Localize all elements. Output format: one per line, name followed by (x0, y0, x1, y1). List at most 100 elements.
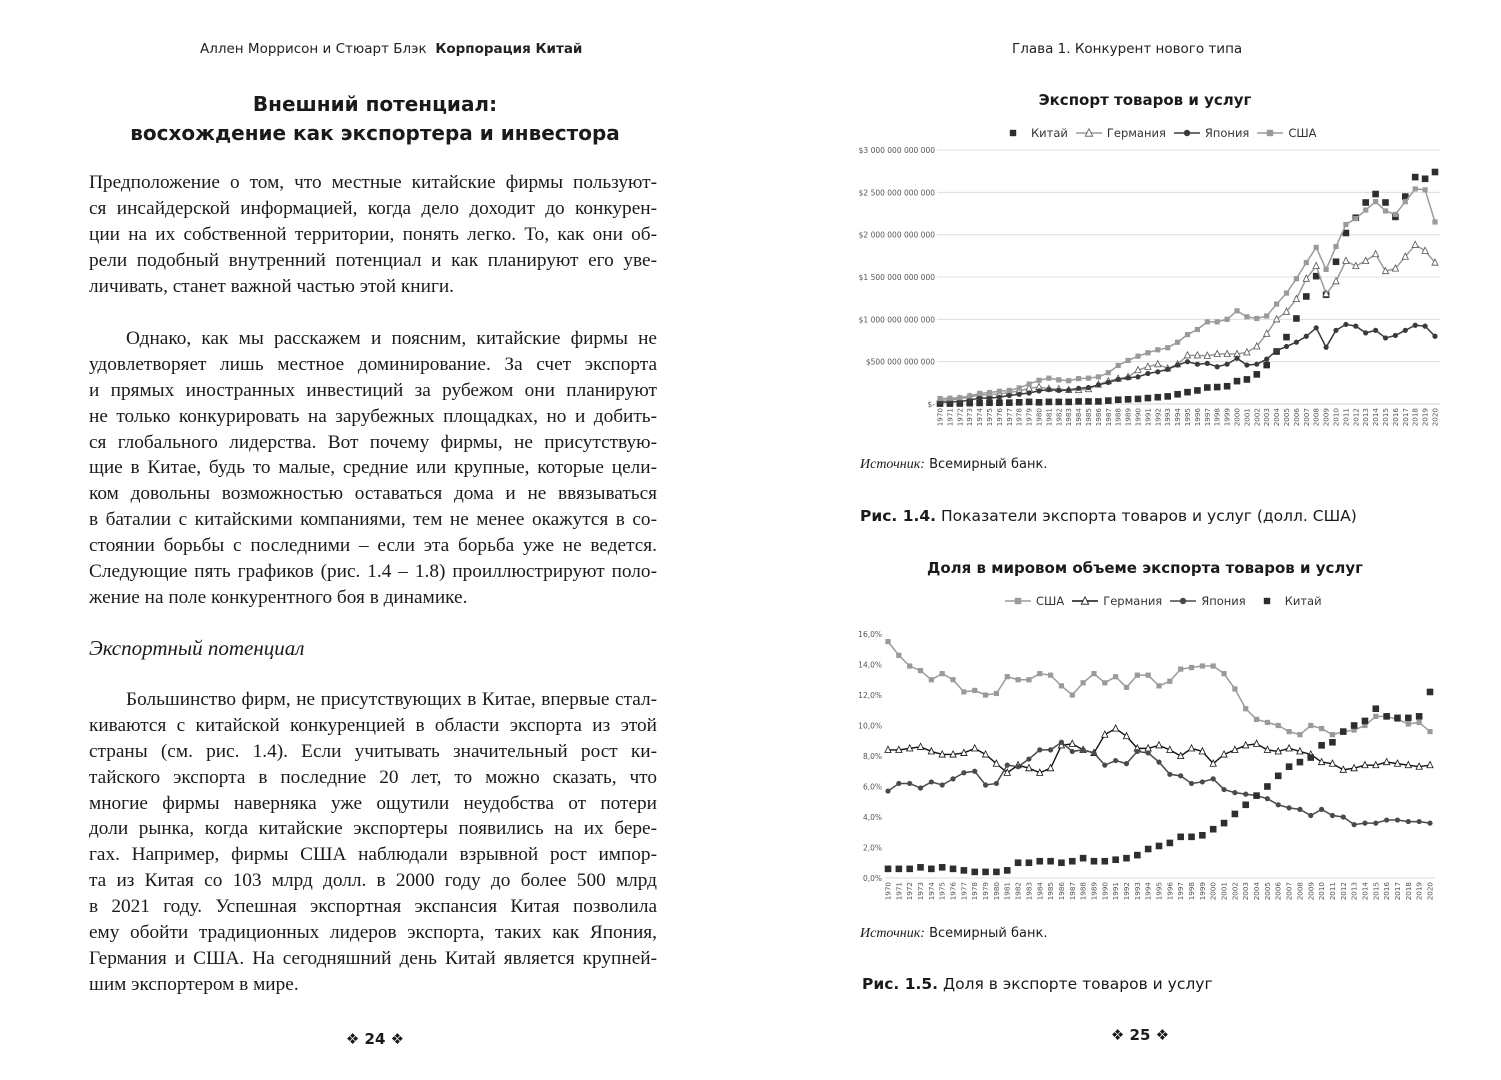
legend-label: США (1288, 126, 1317, 140)
data-point (1332, 276, 1340, 285)
y-tick-label: 4,0% (863, 813, 882, 822)
legend-marker (1080, 596, 1090, 605)
data-point (1264, 313, 1270, 319)
data-point (1263, 361, 1270, 369)
data-point (1184, 331, 1191, 338)
data-point (1144, 394, 1152, 402)
data-point (1075, 398, 1082, 405)
x-tick-label: 2016 (1391, 408, 1400, 427)
y-tick-label: $3 000 000 000 000 (859, 146, 936, 155)
data-point (1264, 783, 1271, 790)
data-point (1319, 725, 1325, 732)
data-point (1427, 729, 1433, 735)
x-tick-label: 2012 (1351, 408, 1360, 426)
data-point (1154, 393, 1162, 401)
x-tick-label: 2008 (1295, 882, 1304, 901)
data-point (1264, 719, 1270, 726)
data-point (1026, 756, 1032, 762)
data-point (1361, 717, 1369, 725)
data-point (1373, 327, 1379, 333)
series-2 (936, 240, 1439, 404)
data-point (1167, 771, 1173, 777)
text-line: ему обойти традиционных лидеров экспорта… (89, 922, 657, 944)
data-point (1323, 266, 1329, 272)
y-tick-label: $2 500 000 000 000 (859, 188, 936, 197)
data-point (1124, 396, 1132, 403)
source-text: Всемирный банк. (929, 457, 1048, 472)
data-point (1286, 805, 1292, 811)
caption-text: Показатели экспорта товаров и услуг (дол… (940, 507, 1357, 525)
data-point (1194, 361, 1200, 367)
chart-2-title: Доля в мировом объеме экспорта товаров и… (927, 559, 1363, 577)
legend-item: США (1005, 594, 1064, 608)
data-point (1155, 842, 1163, 850)
legend-marker-icon (1075, 128, 1102, 137)
data-point (1209, 825, 1217, 833)
data-point (970, 743, 979, 752)
data-point (961, 770, 967, 776)
data-point (1296, 746, 1304, 755)
data-point (1164, 393, 1171, 400)
data-point (1069, 692, 1075, 698)
data-point (1165, 366, 1171, 372)
data-point (1175, 339, 1181, 345)
x-tick-label: 2010 (1317, 882, 1326, 901)
data-point (1155, 369, 1161, 375)
data-point (1145, 672, 1151, 678)
data-point (1402, 193, 1409, 200)
data-point (1037, 747, 1043, 753)
x-tick-label: 1989 (1089, 882, 1098, 901)
data-point (1329, 738, 1336, 746)
data-point (884, 745, 892, 753)
data-point (1233, 377, 1241, 385)
data-point (938, 749, 946, 758)
data-point (1135, 353, 1141, 359)
data-point (1047, 857, 1054, 865)
data-point (1362, 820, 1368, 826)
data-point (1415, 713, 1423, 720)
data-point (1351, 822, 1357, 828)
data-point (1144, 362, 1152, 370)
data-point (1350, 722, 1358, 729)
data-point (1048, 747, 1054, 753)
x-tick-label: 2001 (1242, 408, 1251, 426)
x-tick-label: 2007 (1285, 882, 1294, 900)
data-point (996, 388, 1002, 394)
y-tick-label: $1 000 000 000 000 (859, 315, 936, 324)
series-1 (936, 168, 1439, 407)
data-point (1333, 243, 1339, 250)
y-tick-label: 6,0% (863, 783, 882, 792)
data-point (1135, 374, 1141, 380)
data-point (966, 399, 973, 407)
data-point (1115, 376, 1121, 383)
text-line: киваются с китайской конкуренцией в обла… (89, 714, 657, 736)
data-point (1095, 382, 1101, 388)
text-line: многие фирмы наверняка уже ощутили неудо… (89, 792, 657, 814)
text-line: удовлетворяет лишь местное доминирование… (89, 353, 657, 375)
x-tick-label: 2003 (1241, 882, 1250, 900)
data-point (1317, 757, 1326, 766)
x-tick-label: 1977 (959, 882, 968, 900)
legend-label: Германия (1106, 126, 1166, 140)
data-point (937, 395, 943, 402)
data-point (1243, 347, 1251, 356)
data-point (1286, 729, 1292, 735)
data-point (949, 749, 957, 758)
legend-item: Германия (1075, 126, 1166, 140)
x-tick-label: 1989 (1124, 408, 1133, 427)
data-point (1174, 390, 1181, 398)
data-point (1405, 818, 1411, 825)
paragraph: Большинство фирм, не присутствующих в Ки… (89, 687, 657, 998)
chart-1-svg: $- $500 000 000 000 $1 000 000 000 000 $1 5… (859, 146, 1440, 427)
data-point (1194, 326, 1200, 333)
x-tick-label: 1997 (1176, 882, 1185, 900)
x-tick-label: 2019 (1415, 882, 1424, 901)
data-point (1055, 398, 1063, 406)
series-4 (937, 186, 1438, 402)
data-point (1297, 806, 1303, 812)
legend-label: Китай (1284, 594, 1322, 608)
x-tick-label: 1973 (965, 408, 974, 426)
text-line: та из Китая со 103 млрд долл. в 2000 год… (89, 870, 657, 892)
data-point (1253, 371, 1261, 378)
data-point (1199, 663, 1205, 669)
